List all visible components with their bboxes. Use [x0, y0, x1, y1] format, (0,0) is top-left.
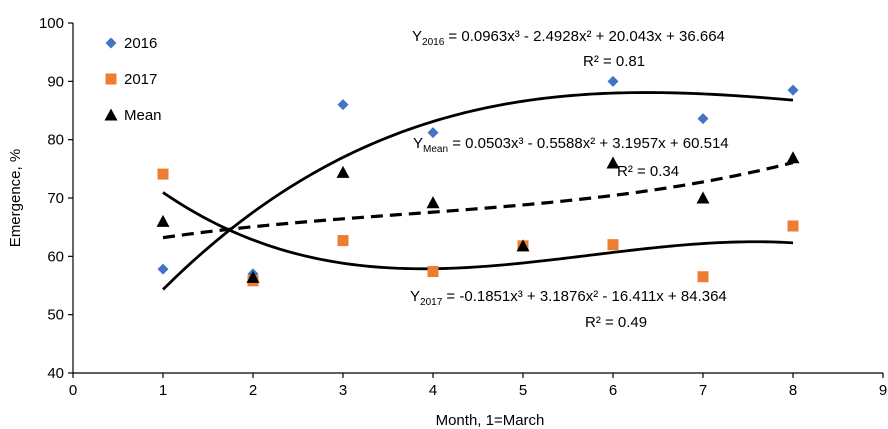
data-points	[156, 75, 800, 287]
point-mean	[516, 239, 530, 252]
point-2016	[427, 127, 439, 139]
point-2017	[337, 235, 349, 247]
x-tick-label: 8	[789, 382, 797, 399]
y-tick-label: 60	[47, 248, 64, 265]
equation-subscript: 2017	[420, 297, 443, 308]
point-mean	[156, 214, 170, 227]
y-tick-label: 90	[47, 73, 64, 90]
legend-marker-2016	[105, 37, 117, 49]
y-tick-label: 100	[39, 15, 64, 32]
equation-body: = 0.0963x³ - 2.4928x² + 20.043x + 36.664	[444, 28, 725, 45]
x-tick-label: 5	[519, 382, 527, 399]
trendline-mean	[162, 161, 794, 240]
x-tick-label: 9	[879, 382, 887, 399]
y-tick-label: 70	[47, 190, 64, 207]
legend: 2016 2017 Mean	[104, 35, 162, 124]
equation-subscript: Mean	[423, 144, 448, 155]
point-2016	[337, 99, 349, 111]
equation-y-symbol: Y	[413, 135, 423, 152]
equation-2016: Y2016 = 0.0963x³ - 2.4928x² + 20.043x + …	[412, 28, 725, 48]
y-tick-label: 40	[47, 365, 64, 382]
point-mean	[606, 156, 620, 169]
equation-y-symbol: Y	[410, 288, 420, 305]
point-2017	[427, 266, 439, 277]
point-2016	[697, 113, 709, 125]
legend-label-mean: Mean	[124, 107, 162, 124]
y-tick-label: 50	[47, 307, 64, 324]
legend-label-2016: 2016	[124, 35, 157, 52]
r-squared-mean: R² = 0.34	[617, 163, 679, 180]
r-squared-2016: R² = 0.81	[583, 53, 645, 70]
x-axis-label: Month, 1=March	[436, 412, 545, 429]
x-tick-label: 2	[249, 382, 257, 399]
point-2017	[607, 239, 619, 251]
x-tick-label: 0	[69, 382, 77, 399]
equation-y-symbol: Y	[412, 28, 422, 45]
equation-2017: Y2017 = -0.1851x³ + 3.1876x² - 16.411x +…	[410, 288, 727, 308]
point-2016	[787, 84, 799, 96]
legend-marker-2017	[105, 73, 117, 85]
x-tick-label: 4	[429, 382, 437, 399]
trendlines	[162, 91, 794, 291]
point-2016	[607, 75, 619, 87]
point-2017	[787, 220, 799, 232]
y-tick-label: 80	[47, 132, 64, 149]
point-mean	[696, 191, 710, 204]
equation-body: = 0.0503x³ - 0.5588x² + 3.1957x + 60.514	[448, 135, 729, 152]
x-tick-label: 6	[609, 382, 617, 399]
equation-body: = -0.1851x³ + 3.1876x² - 16.411x + 84.36…	[442, 288, 727, 305]
point-mean	[426, 196, 440, 209]
point-2017	[157, 168, 169, 180]
trendline-2017	[162, 191, 794, 271]
y-axis-label: Emergence, %	[7, 149, 24, 247]
equation-subscript: 2016	[422, 37, 445, 48]
annotations: Y2016 = 0.0963x³ - 2.4928x² + 20.043x + …	[410, 28, 729, 331]
point-mean	[786, 151, 800, 164]
axes: 40 50 60 70 80 90 100 0 1 2 3 4 5 6 7 8 9	[39, 15, 887, 399]
x-tick-label: 3	[339, 382, 347, 399]
point-2017	[697, 271, 709, 283]
trendline-2016	[162, 91, 794, 291]
point-mean	[336, 165, 350, 178]
legend-label-2017: 2017	[124, 71, 157, 88]
point-mean	[246, 270, 260, 283]
point-2016	[157, 263, 169, 275]
legend-marker-mean	[104, 108, 118, 121]
x-tick-label: 7	[699, 382, 707, 399]
x-tick-label: 1	[159, 382, 167, 399]
r-squared-2017: R² = 0.49	[585, 314, 647, 331]
equation-mean: YMean = 0.0503x³ - 0.5588x² + 3.1957x + …	[413, 135, 729, 155]
